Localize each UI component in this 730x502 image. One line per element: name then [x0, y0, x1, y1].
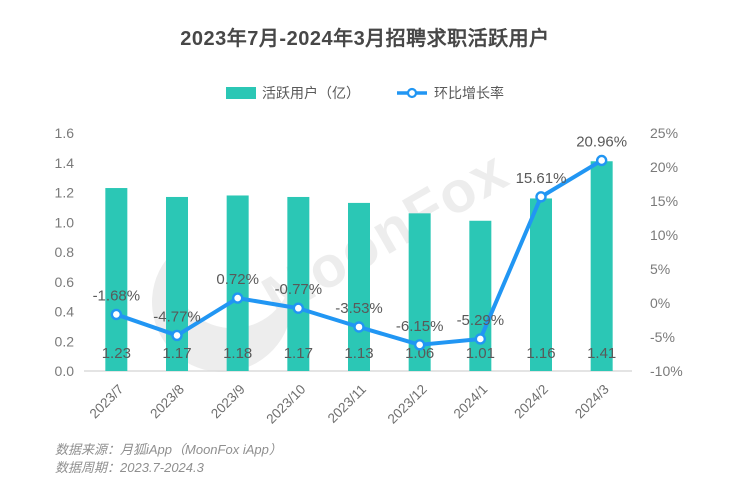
line-marker-icon [397, 87, 427, 99]
line-value-label: -3.53% [335, 300, 383, 317]
right-axis-tick: 5% [650, 261, 670, 277]
bar-value-label: 1.18 [223, 345, 252, 362]
bar-value-label: 1.17 [284, 345, 313, 362]
right-axis-tick: 20% [650, 159, 678, 175]
left-axis-tick: 1.6 [55, 125, 75, 141]
bar-value-label: 1.41 [587, 345, 616, 362]
chart-title: 2023年7月-2024年3月招聘求职活跃用户 [180, 28, 550, 50]
left-axis-tick: 1.2 [55, 185, 75, 201]
line-value-label: 0.72% [216, 271, 259, 288]
bar [590, 161, 613, 371]
left-axis-tick: 0.8 [55, 244, 75, 260]
x-axis-label: 2023/11 [325, 382, 369, 426]
line-value-label: -1.68% [93, 287, 141, 304]
line-value-label: -4.77% [153, 308, 201, 325]
right-axis-tick: 0% [650, 295, 670, 311]
line-value-label: -6.15% [396, 318, 444, 335]
line-point [413, 339, 426, 351]
line-value-label: -5.29% [457, 312, 505, 329]
bar [105, 188, 128, 371]
legend-bar-label: 活跃用户（亿） [262, 85, 360, 101]
line-point [292, 302, 305, 314]
line-point [171, 329, 183, 342]
legend-item-bar: 活跃用户（亿） [226, 83, 360, 103]
bar [530, 198, 552, 371]
x-axis-label: 2023/12 [385, 382, 430, 427]
bar-value-label: 1.13 [344, 345, 373, 362]
x-axis-label: 2024/3 [572, 382, 612, 422]
line-point [474, 333, 487, 345]
left-axis-tick: 1.4 [55, 155, 75, 171]
line-value-label: -0.77% [275, 281, 323, 298]
legend: 活跃用户（亿） 环比增长率 [0, 83, 730, 103]
bar-value-label: 1.01 [466, 345, 495, 362]
legend-item-line: 环比增长率 [396, 83, 504, 103]
legend-line-label: 环比增长率 [434, 85, 504, 101]
left-axis-tick: 0.6 [55, 274, 75, 290]
line-value-label: 20.96% [576, 133, 627, 150]
line-point [110, 308, 123, 321]
source-note: 数据来源：月狐iApp（MoonFox iApp） 数据周期：2023.7-20… [55, 441, 282, 477]
left-axis-tick: 0.0 [55, 363, 75, 379]
x-axis-label: 2023/10 [263, 382, 308, 427]
bar [287, 196, 310, 371]
x-axis-label: 2024/1 [451, 382, 491, 422]
line-point [231, 292, 244, 304]
bar [469, 220, 492, 371]
left-axis-tick: 0.2 [55, 333, 75, 349]
right-axis-tick: 25% [650, 125, 678, 141]
bar [166, 196, 188, 371]
bar-value-label: 1.06 [405, 345, 434, 362]
line-point [595, 154, 608, 167]
line-value-label: 15.61% [516, 170, 567, 187]
x-axis-label: 2023/7 [87, 382, 127, 422]
x-axis-label: 2023/8 [147, 382, 187, 422]
left-axis-tick: 0.4 [55, 304, 75, 320]
line-point [535, 191, 547, 203]
bar [408, 213, 431, 371]
period-line: 数据周期：2023.7-2024.3 [55, 459, 204, 475]
source-line: 数据来源：月狐iApp（MoonFox iApp） [55, 442, 282, 457]
left-axis-tick: 1.0 [55, 214, 75, 230]
bar-swatch-icon [226, 87, 256, 99]
bar [226, 195, 249, 371]
right-axis-tick: 10% [650, 227, 678, 243]
line-point [353, 321, 365, 333]
x-axis-label: 2024/2 [511, 382, 551, 422]
bar-value-label: 1.17 [162, 345, 191, 362]
right-axis-tick: -5% [650, 329, 675, 345]
bar-value-label: 1.16 [526, 345, 555, 362]
x-axis-label: 2023/9 [208, 382, 248, 422]
right-axis-tick: 15% [650, 193, 678, 209]
bar-value-label: 1.23 [102, 345, 131, 362]
right-axis-tick: -10% [650, 363, 683, 379]
